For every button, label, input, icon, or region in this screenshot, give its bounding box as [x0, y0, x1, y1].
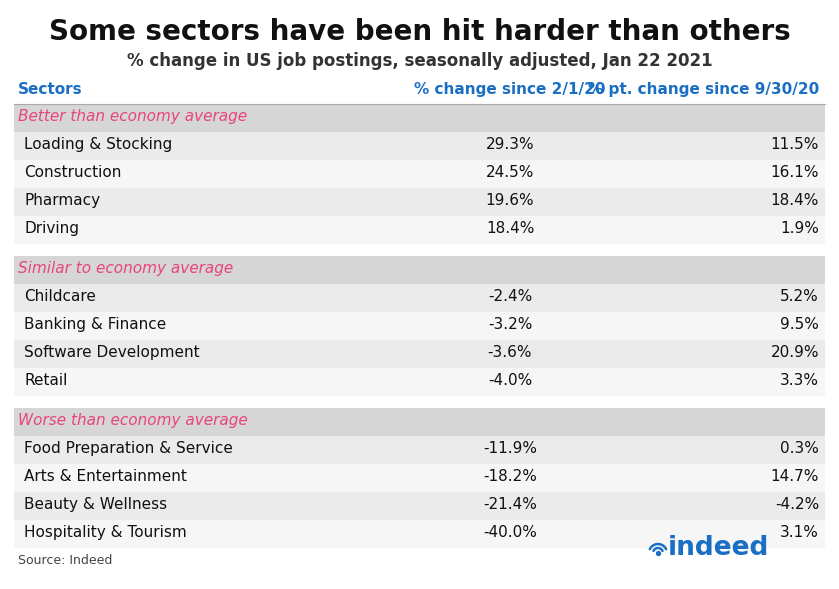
Text: 19.6%: 19.6% — [486, 193, 534, 208]
Text: Source: Indeed: Source: Indeed — [18, 554, 112, 567]
Bar — [14, 520, 825, 548]
Bar — [14, 436, 825, 464]
Bar — [14, 256, 825, 284]
Text: 5.2%: 5.2% — [780, 289, 819, 304]
Text: -21.4%: -21.4% — [483, 497, 537, 512]
Bar — [14, 408, 825, 436]
Text: -3.2%: -3.2% — [487, 317, 532, 332]
Text: % pt. change since 9/30/20: % pt. change since 9/30/20 — [588, 82, 819, 97]
Text: -4.0%: -4.0% — [487, 373, 532, 388]
Bar — [14, 104, 825, 132]
Text: Pharmacy: Pharmacy — [24, 193, 100, 208]
Text: Software Development: Software Development — [24, 345, 200, 360]
Bar — [14, 132, 825, 160]
Text: Worse than economy average: Worse than economy average — [18, 413, 248, 428]
Text: -18.2%: -18.2% — [483, 469, 537, 484]
Text: 20.9%: 20.9% — [770, 345, 819, 360]
Bar — [14, 368, 825, 396]
Text: indeed: indeed — [668, 535, 769, 561]
Text: Retail: Retail — [24, 373, 67, 388]
Text: Similar to economy average: Similar to economy average — [18, 261, 233, 276]
Text: Food Preparation & Service: Food Preparation & Service — [24, 441, 233, 456]
Bar — [14, 340, 825, 368]
Text: Driving: Driving — [24, 221, 79, 236]
Bar — [14, 464, 825, 492]
Text: 29.3%: 29.3% — [486, 137, 534, 152]
Text: % change since 2/1/20: % change since 2/1/20 — [414, 82, 606, 97]
Bar — [14, 284, 825, 312]
Text: 14.7%: 14.7% — [771, 469, 819, 484]
Bar — [14, 492, 825, 520]
Bar — [14, 160, 825, 188]
Text: 3.3%: 3.3% — [780, 373, 819, 388]
Text: 18.4%: 18.4% — [486, 221, 534, 236]
Text: 24.5%: 24.5% — [486, 165, 534, 180]
Text: -40.0%: -40.0% — [483, 525, 537, 540]
Text: Beauty & Wellness: Beauty & Wellness — [24, 497, 167, 512]
Bar — [14, 312, 825, 340]
Text: 11.5%: 11.5% — [771, 137, 819, 152]
Text: Loading & Stocking: Loading & Stocking — [24, 137, 172, 152]
Text: -3.6%: -3.6% — [487, 345, 532, 360]
Bar — [14, 188, 825, 216]
Text: 9.5%: 9.5% — [780, 317, 819, 332]
Text: Construction: Construction — [24, 165, 122, 180]
Text: Better than economy average: Better than economy average — [18, 109, 248, 124]
Text: 0.3%: 0.3% — [780, 441, 819, 456]
Text: -2.4%: -2.4% — [487, 289, 532, 304]
Text: Sectors: Sectors — [18, 82, 82, 97]
Text: 3.1%: 3.1% — [780, 525, 819, 540]
Text: 1.9%: 1.9% — [780, 221, 819, 236]
Text: Childcare: Childcare — [24, 289, 96, 304]
Text: Some sectors have been hit harder than others: Some sectors have been hit harder than o… — [49, 18, 790, 46]
Text: 16.1%: 16.1% — [770, 165, 819, 180]
Bar — [14, 216, 825, 244]
Text: 18.4%: 18.4% — [771, 193, 819, 208]
Text: Arts & Entertainment: Arts & Entertainment — [24, 469, 187, 484]
Text: Hospitality & Tourism: Hospitality & Tourism — [24, 525, 187, 540]
Text: -11.9%: -11.9% — [483, 441, 537, 456]
Text: % change in US job postings, seasonally adjusted, Jan 22 2021: % change in US job postings, seasonally … — [127, 52, 712, 70]
Text: Banking & Finance: Banking & Finance — [24, 317, 166, 332]
Text: -4.2%: -4.2% — [774, 497, 819, 512]
